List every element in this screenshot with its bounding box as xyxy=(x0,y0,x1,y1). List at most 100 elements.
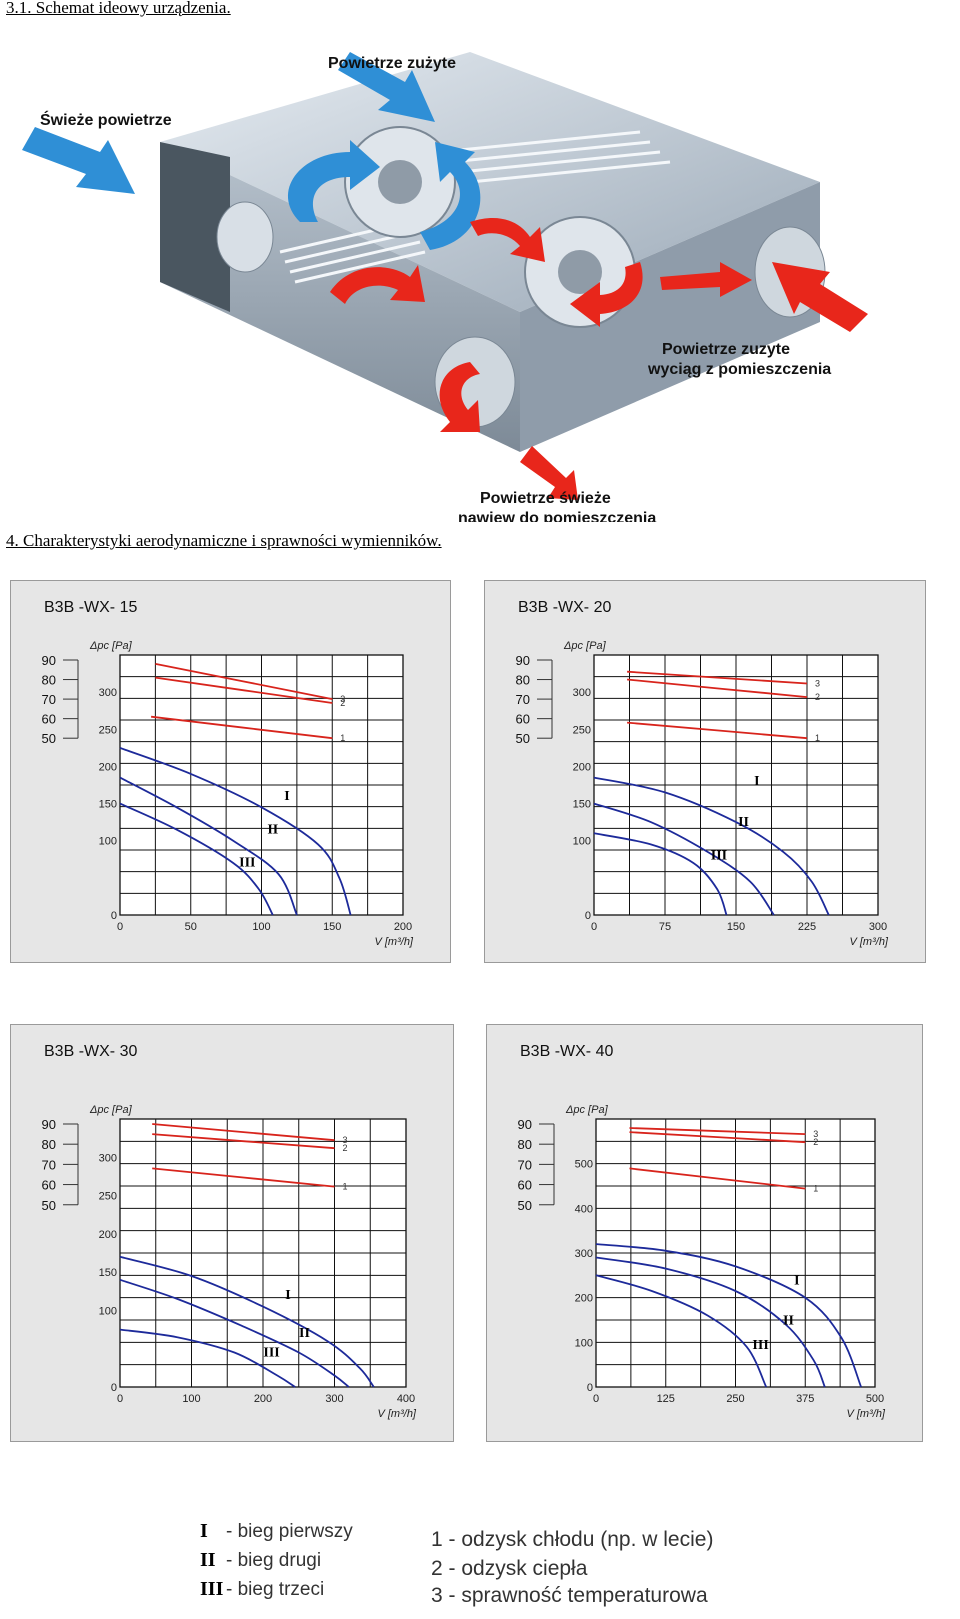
efficiency-curve-label: 2 xyxy=(813,1137,818,1147)
chart-svg: B3B -WX- 200 75 150 225 3000100150200250300Δ… xyxy=(484,580,926,963)
efficiency-tick-label: 50 xyxy=(42,1198,56,1213)
y-tick-label: 150 xyxy=(573,799,591,811)
chart-title: B3B -WX- 40 xyxy=(520,1043,613,1060)
efficiency-curve-label: 1 xyxy=(343,1182,348,1192)
x-axis-label: V [m³/h] xyxy=(374,936,413,948)
y-tick-label: 400 xyxy=(575,1203,593,1215)
efficiency-tick-label: 50 xyxy=(518,1198,532,1213)
x-tick-label: 0 xyxy=(117,921,123,933)
efficiency-curve-label: 2 xyxy=(340,698,345,708)
section-heading-3-1: 3.1. Schemat ideowy urządzenia. xyxy=(6,0,231,17)
label-supply-2: nawiew do pomieszczenia xyxy=(458,510,656,522)
pressure-curve-label: III xyxy=(752,1338,768,1353)
efficiency-curve-2 xyxy=(629,1131,806,1144)
y-axis-label: Δpc [Pa] xyxy=(89,640,133,652)
x-tick-label: 200 xyxy=(254,1393,272,1405)
efficiency-curve-label: 1 xyxy=(813,1184,818,1194)
y-tick-label: 100 xyxy=(99,1305,117,1317)
efficiency-tick-label: 90 xyxy=(42,653,56,668)
efficiency-curve-label: 3 xyxy=(343,1135,348,1145)
x-tick-label: 225 xyxy=(798,921,816,933)
efficiency-curve-3 xyxy=(627,670,808,685)
efficiency-curve-label: 2 xyxy=(815,692,820,702)
y-tick-label: 0 xyxy=(585,910,591,922)
legend-curve-3: 3 - sprawność temperaturowa xyxy=(431,1584,708,1607)
efficiency-curve-2 xyxy=(627,678,808,698)
chart-title: B3B -WX- 15 xyxy=(44,599,137,616)
pressure-curve-label: II xyxy=(783,1313,794,1328)
y-tick-label: 200 xyxy=(573,761,591,773)
efficiency-tick-label: 70 xyxy=(42,692,56,707)
efficiency-tick-label: 60 xyxy=(516,712,530,727)
efficiency-curve-3 xyxy=(155,663,333,700)
efficiency-tick-label: 50 xyxy=(42,731,56,746)
chart-wx-40: B3B -WX- 40 0 125 250 375 500 0 100 200 300 400 500… xyxy=(486,1024,923,1442)
legend: I - bieg pierwszy II - bieg drugi III - bie… xyxy=(200,1520,800,1615)
y-tick-label: 150 xyxy=(99,1267,117,1279)
y-tick-label: 300 xyxy=(575,1248,593,1260)
y-axis-label: Δpc [Pa] xyxy=(89,1104,133,1116)
efficiency-tick-label: 60 xyxy=(42,1178,56,1193)
x-tick-label: 150 xyxy=(323,921,341,933)
efficiency-tick-label: 80 xyxy=(42,1137,56,1152)
housing-right-side xyxy=(520,182,820,452)
y-tick-label: 200 xyxy=(99,1229,117,1241)
efficiency-curve-2 xyxy=(155,676,333,704)
pressure-curve-label: III xyxy=(711,848,727,863)
pressure-curve-label: I xyxy=(285,1288,290,1303)
efficiency-curve-label: 3 xyxy=(815,678,820,688)
pressure-curve-II xyxy=(595,1256,826,1388)
x-tick-label: 300 xyxy=(869,921,887,933)
efficiency-curve-1 xyxy=(152,1167,335,1188)
efficiency-tick-label: 60 xyxy=(518,1178,532,1193)
label-exhaust-extract-2: wyciąg z pomieszczenia xyxy=(647,361,831,378)
exhaust-air-arrow xyxy=(338,52,435,122)
y-tick-label: 250 xyxy=(99,1191,117,1203)
pressure-curve-label: I xyxy=(794,1273,799,1288)
x-axis-label: V [m³/h] xyxy=(849,936,888,948)
legend-speed-label: - bieg drugi xyxy=(226,1550,322,1571)
housing-top xyxy=(160,52,820,312)
chart-svg: B3B -WX- 400 125 250 375 5000100200300400500… xyxy=(486,1024,923,1442)
fresh-air-arrow xyxy=(22,127,135,194)
efficiency-tick-label: 90 xyxy=(42,1117,56,1132)
efficiency-tick-label: 80 xyxy=(42,673,56,688)
label-exhaust-air: Powietrze zużyte xyxy=(328,55,456,72)
x-tick-label: 125 xyxy=(657,1393,675,1405)
y-axis-label: Δpc [Pa] xyxy=(565,1104,609,1116)
chart-svg: B3B -WX- 300 100 200 300 4000100150200250300… xyxy=(10,1024,454,1442)
x-tick-label: 50 xyxy=(185,921,197,933)
pressure-curve-III xyxy=(593,832,728,916)
pressure-curve-label: II xyxy=(738,815,749,830)
pressure-curve-III xyxy=(595,1274,768,1388)
efficiency-curve-2 xyxy=(152,1133,335,1150)
y-tick-label: 0 xyxy=(587,1382,593,1394)
efficiency-curve-label: 1 xyxy=(340,733,345,743)
legend-curve-1: 1 - odzysk chłodu (np. w lecie) xyxy=(431,1528,714,1551)
efficiency-curve-3 xyxy=(629,1127,806,1135)
pressure-curve-I xyxy=(119,1255,375,1388)
chart-wx-15: B3B -WX- 15 0 50 100 150 200 0 100 150 200 250 300 Δ… xyxy=(10,580,451,963)
y-tick-label: 100 xyxy=(573,836,591,848)
chart-title: B3B -WX- 20 xyxy=(518,599,611,616)
chart-title: B3B -WX- 30 xyxy=(44,1043,137,1060)
pressure-curve-label: III xyxy=(263,1345,279,1360)
chart-wx-30: B3B -WX- 30 0 100 200 300 400 0 100 150 200 250 300… xyxy=(10,1024,454,1442)
legend-speed-label: - bieg pierwszy xyxy=(226,1521,353,1542)
device-schematic-diagram: Powietrze zużyte Świeże powietrze Powiet… xyxy=(22,52,868,522)
section-heading-4: 4. Charakterystyki aerodynamiczne i spra… xyxy=(6,531,442,550)
efficiency-tick-label: 80 xyxy=(516,673,530,688)
pressure-curve-I xyxy=(119,747,352,916)
y-tick-label: 150 xyxy=(99,799,117,811)
label-supply-1: Powietrze świeże xyxy=(480,490,611,507)
legend-speed-2: II - bieg drugi xyxy=(200,1549,321,1572)
x-tick-label: 375 xyxy=(796,1393,814,1405)
y-tick-label: 0 xyxy=(111,1382,117,1394)
x-tick-label: 250 xyxy=(726,1393,744,1405)
chart-wx-20: B3B -WX- 20 0 75 150 225 300 0 100 150 200 250 300 Δ… xyxy=(484,580,926,963)
pressure-curve-label: I xyxy=(284,789,289,804)
x-axis-label: V [m³/h] xyxy=(377,1408,416,1420)
legend-curve-2: 2 - odzysk ciepła xyxy=(431,1557,588,1580)
pressure-curve-I xyxy=(595,1243,862,1388)
y-tick-label: 0 xyxy=(111,910,117,922)
